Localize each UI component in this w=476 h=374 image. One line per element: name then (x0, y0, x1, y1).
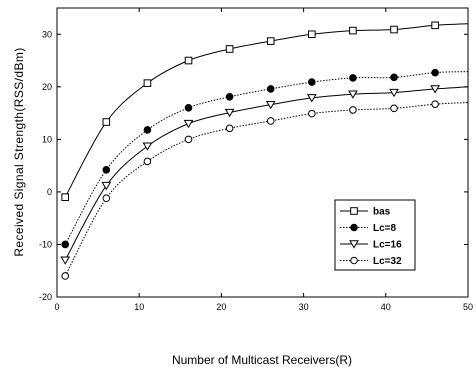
data-point (306, 94, 317, 103)
data-point (308, 30, 316, 39)
data-point (101, 181, 112, 191)
x-axis-ticks: 0 10 20 30 40 50 (54, 8, 473, 312)
data-point (61, 272, 70, 280)
legend-marker (350, 223, 358, 232)
data-point (143, 79, 152, 87)
data-point (184, 56, 193, 65)
data-point (308, 109, 316, 118)
y-tick-label: 10 (42, 134, 52, 144)
x-axis-title: Number of Multicast Receivers(R) (172, 353, 352, 367)
data-point (184, 104, 193, 112)
data-point (265, 100, 276, 110)
x-tick-label: 0 (54, 302, 59, 312)
y-tick-label: -20 (39, 292, 52, 302)
data-point (102, 118, 111, 126)
legend-label: bas (373, 207, 391, 218)
legend-box (334, 199, 416, 271)
series-bas (61, 21, 469, 201)
data-point (102, 166, 111, 174)
data-point (183, 119, 194, 129)
data-point (224, 108, 235, 118)
data-point (60, 256, 71, 265)
data-point (431, 100, 439, 108)
data-point (349, 74, 357, 82)
x-tick-label: 50 (463, 302, 473, 312)
data-point (431, 21, 439, 30)
data-point (308, 78, 316, 86)
data-point (184, 135, 193, 144)
series-line (64, 23, 469, 198)
data-point (349, 26, 357, 35)
data-point (266, 37, 275, 45)
data-point (348, 90, 358, 99)
data-point (390, 104, 398, 113)
data-point (266, 85, 275, 93)
y-tick-label: 30 (42, 29, 52, 39)
y-tick-label: 20 (42, 82, 52, 92)
series-lc-32 (61, 100, 469, 280)
legend-label: Lc=32 (373, 256, 402, 267)
legend-label: Lc=8 (373, 223, 397, 234)
data-point (61, 240, 70, 249)
y-tick-label: -10 (39, 239, 52, 249)
data-point (102, 194, 111, 203)
legend-marker (349, 240, 359, 249)
legend: bas Lc=8 Lc=16 Lc=32 (334, 199, 416, 271)
x-tick-label: 20 (216, 302, 226, 312)
x-tick-label: 40 (381, 302, 391, 312)
y-axis-title: Received Signal Strength(RSS/dBm) (12, 47, 26, 256)
data-point (349, 106, 357, 114)
data-point (143, 126, 152, 134)
series-lc-16 (60, 85, 469, 265)
data-point (142, 142, 153, 151)
legend-marker (350, 256, 358, 265)
data-point (390, 73, 398, 82)
data-point (225, 45, 234, 53)
series-line (64, 102, 469, 277)
x-tick-label: 10 (134, 302, 144, 312)
plot-frame (56, 7, 469, 298)
data-point (225, 93, 234, 101)
data-point (390, 25, 398, 34)
series-layer (60, 21, 469, 280)
data-point (61, 193, 70, 201)
legend-marker (350, 207, 358, 215)
data-point (225, 124, 234, 133)
series-lc-8 (61, 68, 469, 249)
x-tick-label: 30 (299, 302, 309, 312)
data-point (266, 117, 275, 125)
data-point (431, 68, 439, 77)
data-point (430, 85, 440, 94)
legend-label: Lc=16 (373, 240, 402, 251)
y-tick-label: 0 (47, 187, 52, 197)
data-point (389, 88, 399, 98)
data-point (143, 157, 152, 166)
